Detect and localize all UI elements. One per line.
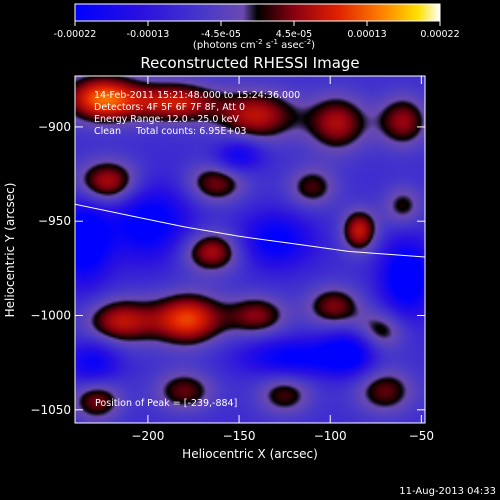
y-tick-label: −1000 <box>30 309 71 323</box>
chart-title: Reconstructed RHESSI Image <box>140 54 359 72</box>
x-tick-label: −200 <box>131 429 164 443</box>
heatmap-image <box>75 76 425 423</box>
x-tick-label: −50 <box>409 429 434 443</box>
colorbar <box>74 3 441 22</box>
colorbar-tick-label: 0.00013 <box>347 29 386 40</box>
colorbar-tick-label: -0.00013 <box>127 29 170 40</box>
colorbar-unit-label: (photons cm-2 s-1 asec-2) <box>193 38 315 51</box>
colorbar-tick-label: 4.5e-05 <box>276 29 312 40</box>
colorbar-tick-label: -4.5e-05 <box>201 29 241 40</box>
colorbar-ticks: -0.00022 -0.00013 -4.5e-05 4.5e-05 0.00013 0.… <box>54 21 460 40</box>
x-tick-label: −100 <box>314 429 347 443</box>
x-tick-label: −150 <box>223 429 256 443</box>
info-line-detectors: Detectors: 4F 5F 6F 7F 8F, Att 0 <box>94 102 245 113</box>
info-block: 14-Feb-2011 15:21:48.000 to 15:24:36.000… <box>94 90 300 137</box>
colorbar-tick-label: -0.00022 <box>54 29 97 40</box>
x-axis-label: Heliocentric X (arcsec) <box>182 447 318 461</box>
axis-ticks: −200 −150 −100 −50 −900 −950 −1000 −1050 <box>30 76 434 443</box>
solar-limb-curve <box>75 203 425 258</box>
plot-frame <box>74 75 426 424</box>
peak-position-label: Position of Peak = [-239,-884] <box>95 398 237 409</box>
y-tick-label: −900 <box>38 120 71 134</box>
date-stamp: 11-Aug-2013 04:33 <box>399 486 496 497</box>
info-line-counts: Clean Total counts: 6.95E+03 <box>94 126 246 137</box>
y-tick-label: −950 <box>38 214 71 228</box>
info-line-energy: Energy Range: 12.0 - 25.0 keV <box>94 114 239 125</box>
y-tick-label: −1050 <box>30 403 71 417</box>
colorbar-tick-label: 0.00022 <box>420 29 459 40</box>
y-axis-label: Heliocentric Y (arcsec) <box>3 183 17 318</box>
info-line-time: 14-Feb-2011 15:21:48.000 to 15:24:36.000 <box>94 90 300 101</box>
